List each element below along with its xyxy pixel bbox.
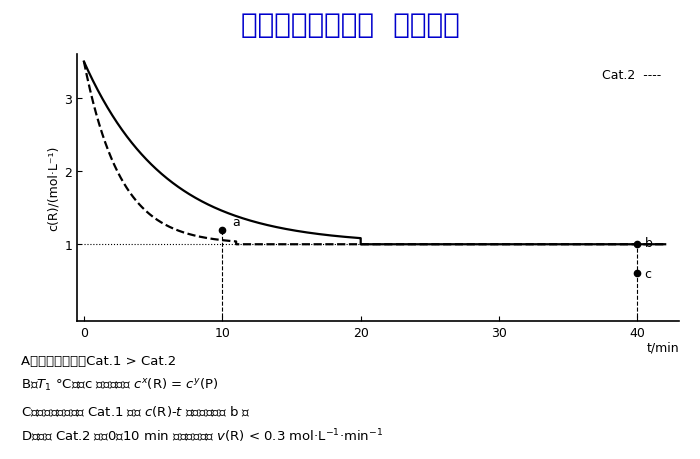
Text: c: c [645, 268, 652, 280]
Text: a: a [232, 216, 239, 229]
Legend: Cat.2  ----: Cat.2 ---- [586, 64, 666, 87]
Text: b: b [645, 237, 652, 250]
Text: A．反应活化能：Cat.1 > Cat.2: A．反应活化能：Cat.1 > Cat.2 [21, 354, 176, 367]
Text: 微信公众号关注：  趣找答案: 微信公众号关注： 趣找答案 [241, 11, 459, 39]
Text: B．$T_1$ °C时，c 点可能存在 $c^x$(R) = $c^y$(P): B．$T_1$ °C时，c 点可能存在 $c^x$(R) = $c^y$(P) [21, 376, 219, 392]
Y-axis label: c(R)/(mol·L⁻¹): c(R)/(mol·L⁻¹) [47, 146, 60, 231]
X-axis label: t/min: t/min [646, 341, 679, 353]
Text: D．使用 Cat.2 时，0～10 min 内的平均速率 $v$(R) < 0.3 mol·L$^{-1}$·min$^{-1}$: D．使用 Cat.2 时，0～10 min 内的平均速率 $v$(R) < 0.… [21, 427, 383, 444]
Text: C．升高温度，使用 Cat.1 时的 $c$(R)-$t$ 曲线可能经过 b 点: C．升高温度，使用 Cat.1 时的 $c$(R)-$t$ 曲线可能经过 b 点 [21, 403, 251, 418]
